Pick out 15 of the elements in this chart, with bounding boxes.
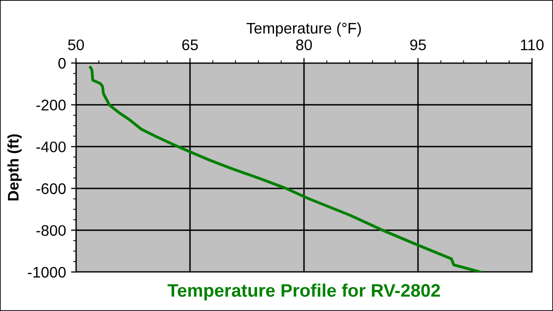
x-tick-label: 50 [68,39,84,50]
x-tick-label: 65 [182,39,198,50]
y-axis-title: Depth (ft) [7,134,22,200]
y-tick-label: 0 [58,58,66,69]
y-tick-label: -400 [36,141,66,152]
x-tick-label: 80 [296,39,312,50]
x-tick-label: 95 [410,39,426,50]
x-axis-title: Temperature (°F) [246,22,361,37]
text: Temperature Profile for RV-2802 [168,284,440,300]
y-tick-label: -600 [36,183,66,194]
x-tick-label: 110 [520,39,544,50]
y-tick-label: -800 [36,225,66,236]
y-tick-label: -200 [36,100,66,110]
y-tick-label: -1000 [28,266,66,278]
line-series [89,66,482,272]
